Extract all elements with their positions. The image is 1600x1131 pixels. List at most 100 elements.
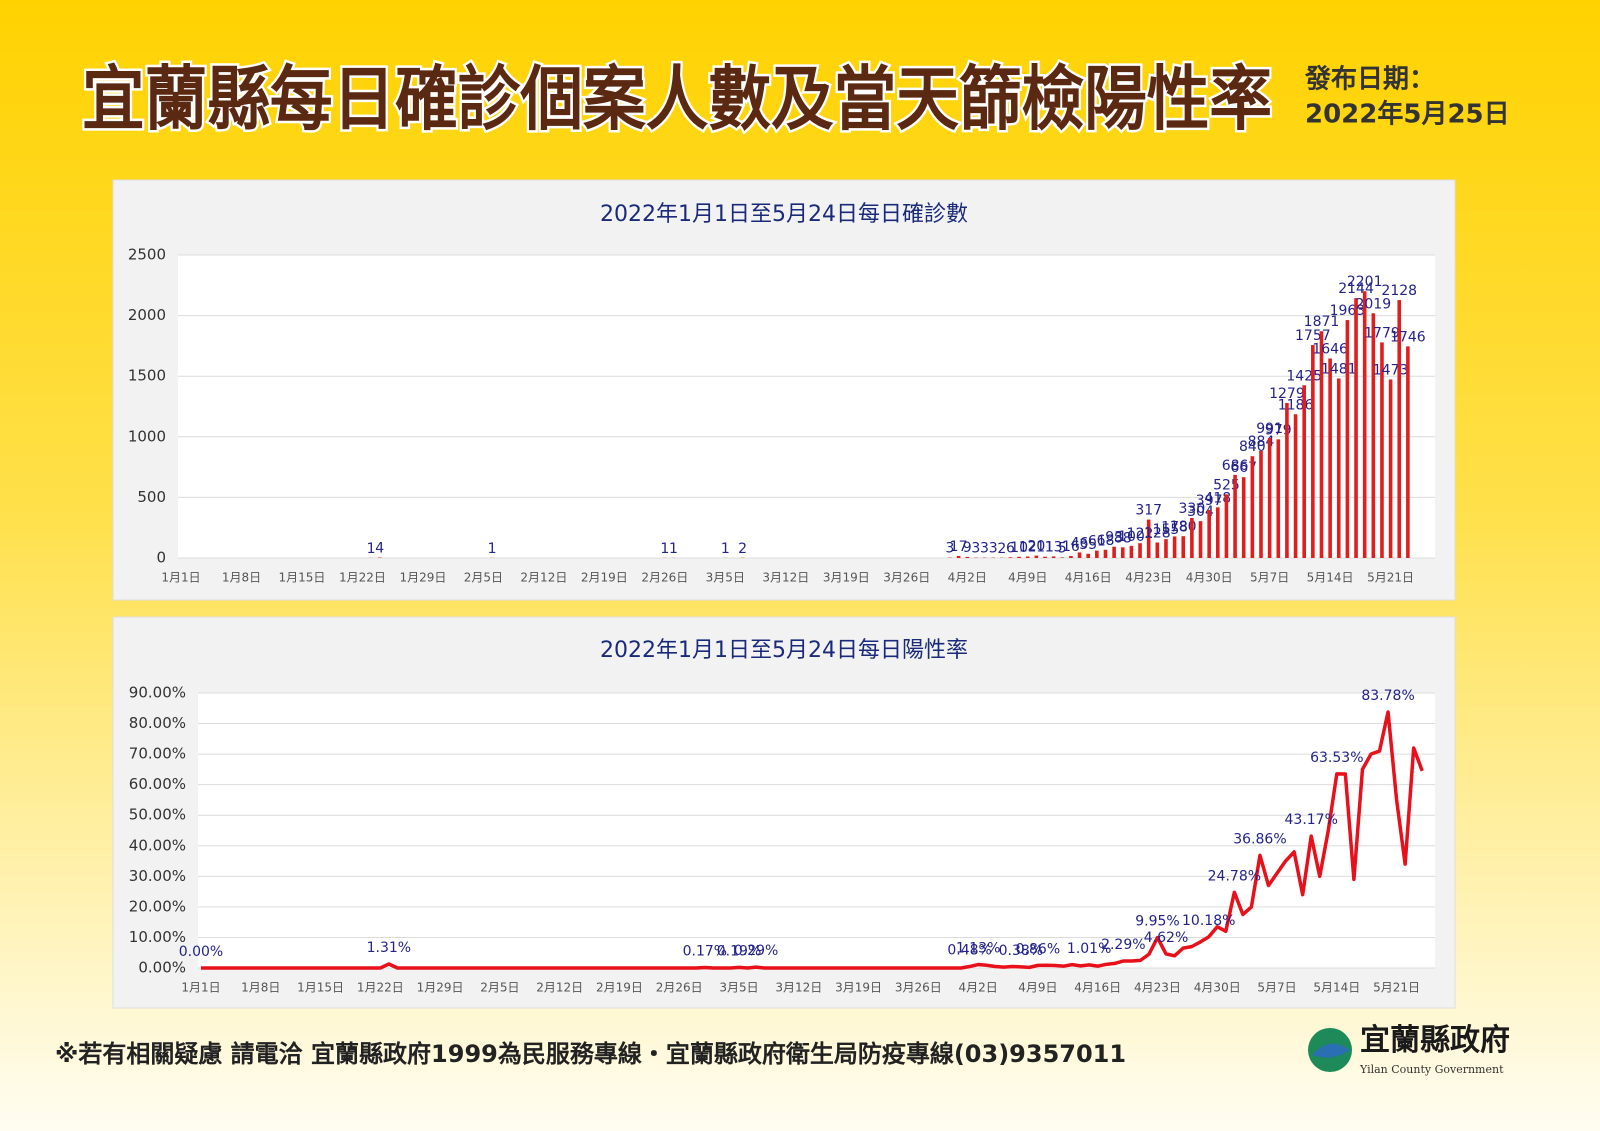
value-label: 317 <box>1135 503 1162 519</box>
bar <box>1328 358 1332 558</box>
x-tick-label: 3月12日 <box>775 981 822 995</box>
bar <box>1017 556 1021 558</box>
value-label: 330 <box>1179 501 1206 517</box>
bar <box>965 556 970 558</box>
value-label: 68 <box>1097 533 1115 549</box>
x-tick-label: 5月14日 <box>1313 981 1360 995</box>
x-tick-label: 4月30日 <box>1194 981 1241 995</box>
bar <box>1233 474 1237 558</box>
value-label: 4.62% <box>1144 930 1188 946</box>
bar <box>1354 298 1358 558</box>
x-tick-label: 5月7日 <box>1257 981 1296 995</box>
chart-title: 2022年1月1日至5月24日每日確診數 <box>600 202 968 227</box>
bar <box>1077 552 1082 558</box>
bar <box>1380 342 1384 558</box>
bar <box>1190 518 1194 558</box>
x-tick-label: 4月2日 <box>958 981 997 995</box>
bar <box>1120 547 1125 558</box>
value-label: 61 <box>1088 534 1106 550</box>
x-tick-label: 2月19日 <box>581 571 628 585</box>
bar <box>1224 494 1229 558</box>
x-tick-label: 2月12日 <box>520 571 567 585</box>
x-tick-label: 4月2日 <box>948 571 987 585</box>
value-label: 1 <box>488 541 497 557</box>
value-label: 2019 <box>1355 296 1391 312</box>
x-tick-label: 4月23日 <box>1125 571 1172 585</box>
value-label: 0.00% <box>179 944 223 960</box>
value-label: 1.01% <box>1067 941 1111 957</box>
value-label: 128 <box>1144 525 1171 541</box>
date-label: 發布日期： <box>1304 65 1435 95</box>
value-label: 1481 <box>1321 362 1357 378</box>
bar <box>1285 402 1289 558</box>
x-tick-label: 1月29日 <box>399 571 446 585</box>
bar <box>1241 477 1246 558</box>
value-label: 178 <box>1161 519 1188 535</box>
x-tick-label: 4月9日 <box>1008 571 1047 585</box>
y-tick-label: 70.00% <box>129 745 186 763</box>
value-label: 0.17% <box>683 943 727 959</box>
value-label: 2 <box>997 541 1006 557</box>
bar <box>1146 519 1151 558</box>
value-label: 10.18% <box>1182 913 1235 929</box>
logo: 宜蘭縣政府 Yilan County Government <box>1308 1023 1510 1076</box>
y-tick-label: 500 <box>137 488 166 506</box>
x-tick-label: 4月30日 <box>1186 571 1233 585</box>
value-label: 991 <box>1256 421 1283 437</box>
bar <box>1043 556 1047 558</box>
bar <box>1267 437 1272 558</box>
bar <box>1172 536 1177 558</box>
y-tick-label: 0.00% <box>138 959 186 977</box>
bar <box>1008 557 1013 558</box>
x-tick-label: 4月16日 <box>1065 571 1112 585</box>
value-label: 1646 <box>1312 342 1348 358</box>
value-label: 0.86% <box>1016 941 1060 957</box>
bar <box>956 555 961 558</box>
value-label: 1279 <box>1269 386 1305 402</box>
bar <box>1138 543 1142 558</box>
y-tick-label: 1500 <box>128 367 166 385</box>
value-label: 840 <box>1239 439 1266 455</box>
bar <box>1051 556 1056 558</box>
value-label: 1871 <box>1304 314 1340 330</box>
value-label: 1.13% <box>956 941 1000 957</box>
x-tick-label: 1月1日 <box>161 571 200 585</box>
value-label: 9.95% <box>1135 914 1179 930</box>
value-label: 1 <box>721 541 730 557</box>
y-tick-label: 10.00% <box>129 928 186 946</box>
value-label: 418 <box>1204 490 1231 506</box>
value-label: 155 <box>1153 522 1180 538</box>
value-label: 1186 <box>1278 397 1314 413</box>
y-tick-label: 60.00% <box>129 775 186 793</box>
value-label: 11 <box>1036 540 1054 556</box>
value-label: 4 <box>375 541 384 557</box>
value-label: 2.29% <box>1101 937 1145 953</box>
value-label: 1 <box>669 541 678 557</box>
y-tick-label: 1000 <box>128 427 166 445</box>
value-label: 180 <box>1170 519 1197 535</box>
y-tick-label: 0 <box>156 549 166 567</box>
value-label: 3 <box>980 541 989 557</box>
value-label: 9 <box>963 540 972 556</box>
bar <box>1025 556 1030 558</box>
value-label: 88 <box>1114 530 1132 546</box>
value-label: 2201 <box>1347 274 1383 290</box>
bar <box>1259 450 1263 558</box>
bar <box>1302 385 1306 558</box>
bar <box>1129 545 1134 558</box>
bar <box>1034 555 1039 558</box>
value-label: 1425 <box>1286 368 1322 384</box>
x-tick-label: 4月9日 <box>1018 981 1057 995</box>
bar <box>1371 313 1376 558</box>
bar <box>1250 456 1255 558</box>
value-label: 979 <box>1265 422 1292 438</box>
value-label: 5 <box>1058 540 1067 556</box>
bar <box>1164 539 1168 558</box>
y-tick-label: 20.00% <box>129 897 186 915</box>
bar <box>1155 542 1160 558</box>
value-label: 1473 <box>1373 362 1409 378</box>
value-label: 43.17% <box>1285 812 1338 828</box>
value-label: 10 <box>1010 540 1028 556</box>
value-label: 525 <box>1213 477 1240 493</box>
